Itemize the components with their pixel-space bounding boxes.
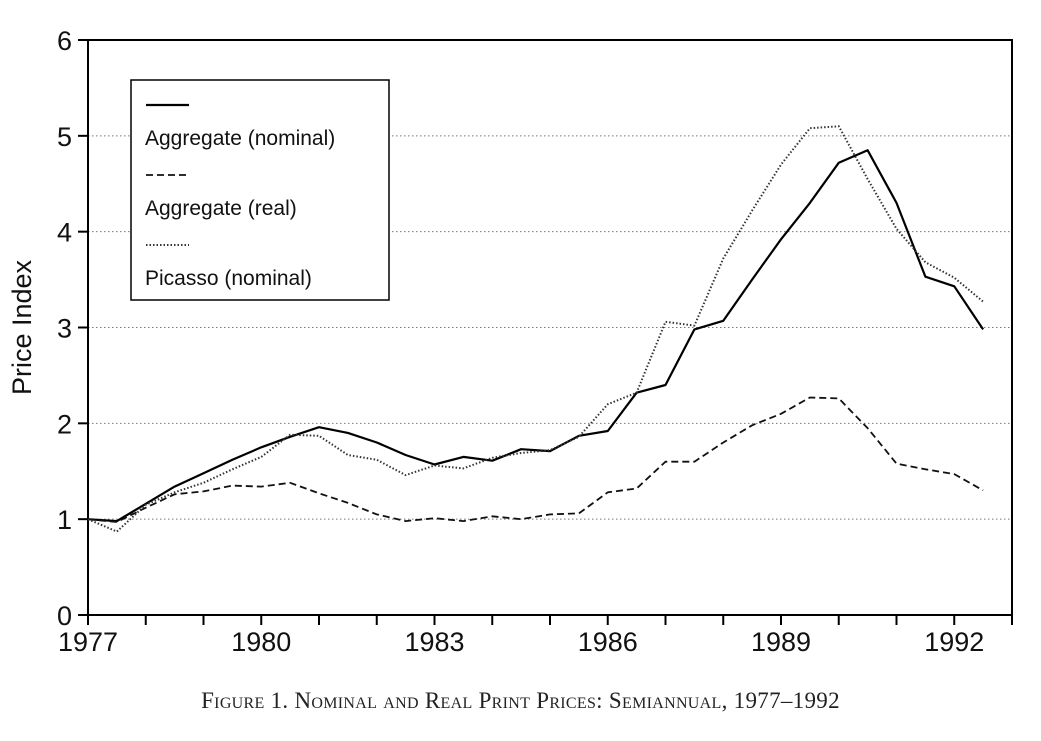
legend: Aggregate (nominal) Aggregate (real) Picas… — [130, 79, 390, 301]
x-tick-label: 1983 — [404, 627, 464, 657]
x-tick-label: 1986 — [578, 627, 638, 657]
x-tick-label: 1989 — [751, 627, 811, 657]
x-tick-label: 1980 — [231, 627, 291, 657]
legend-label: Aggregate (real) — [145, 197, 297, 220]
legend-label: Picasso (nominal) — [145, 267, 312, 290]
y-tick-label: 2 — [57, 409, 72, 439]
figure-caption: Figure 1. Nominal and Real Print Prices:… — [201, 688, 840, 713]
y-tick-label: 6 — [57, 26, 72, 56]
line-chart: 0 1 2 3 4 5 6 1977 1980 1983 1986 1989 1992 Price In… — [7, 26, 1013, 657]
series-line-aggregate-nominal — [87, 149, 985, 523]
legend-box — [130, 79, 390, 301]
y-tick-label: 1 — [57, 505, 72, 535]
series-line-aggregate-real — [87, 396, 984, 523]
axis-ticks: 0 1 2 3 4 5 6 1977 1980 1983 1986 1989 1992 — [57, 26, 1013, 657]
x-tick-label: 1977 — [58, 627, 118, 657]
y-tick-label: 4 — [57, 218, 72, 248]
legend-label: Aggregate (nominal) — [145, 127, 335, 150]
y-axis-title: Price Index — [7, 259, 37, 395]
y-tick-label: 3 — [57, 314, 72, 344]
y-tick-label: 0 — [57, 601, 72, 631]
series-lines — [87, 125, 985, 533]
x-tick-label: 1992 — [924, 627, 984, 657]
y-tick-label: 5 — [57, 122, 72, 152]
